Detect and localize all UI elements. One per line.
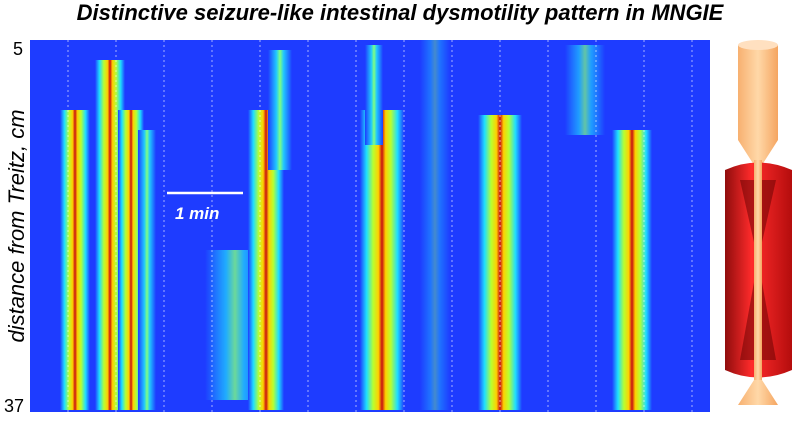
heatmap: 1 min: [30, 40, 710, 412]
motility-band: [60, 110, 90, 410]
scale-bar-label: 1 min: [175, 204, 219, 223]
y-tick-label: 37: [4, 396, 24, 416]
motility-band: [365, 45, 383, 145]
intestine-diagram: [725, 40, 792, 405]
y-axis-label: distance from Treitz, cm: [4, 109, 29, 342]
time-gridlines: [67, 40, 693, 412]
motility-bands: [60, 40, 652, 410]
motility-band: [612, 130, 652, 410]
motility-band: [138, 130, 156, 410]
y-tick-label: 5: [13, 39, 23, 59]
title: Distinctive seizure-like intestinal dysm…: [77, 0, 725, 25]
motility-band: [565, 45, 605, 135]
motility-band: [360, 110, 404, 410]
motility-band: [268, 50, 292, 170]
motility-band: [420, 40, 450, 410]
